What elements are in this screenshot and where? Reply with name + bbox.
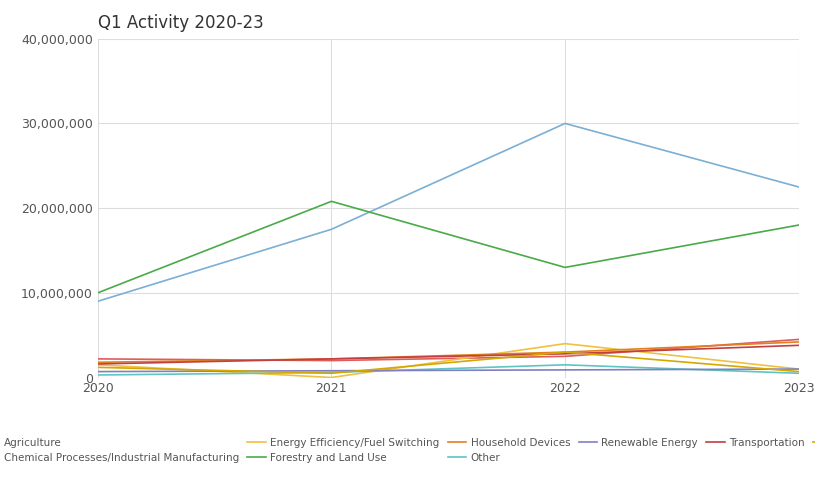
Text: Q1 Activity 2020-23: Q1 Activity 2020-23 bbox=[98, 14, 263, 31]
Chemical Processes/Industrial Manufacturing bbox=[794, 336, 804, 342]
Line: Waste Disposal: Waste Disposal bbox=[98, 352, 799, 373]
Household Devices bbox=[794, 339, 804, 345]
Waste Disposal bbox=[794, 369, 804, 375]
Forestry and Land Use bbox=[794, 222, 804, 228]
Other bbox=[93, 372, 103, 378]
Renewable Energy bbox=[794, 366, 804, 372]
Energy Efficiency/Fuel Switching bbox=[327, 375, 337, 380]
Forestry and Land Use bbox=[327, 198, 337, 204]
Transportation bbox=[327, 356, 337, 362]
Agriculture bbox=[327, 227, 337, 232]
Renewable Energy bbox=[560, 367, 570, 373]
Chemical Processes/Industrial Manufacturing bbox=[93, 356, 103, 362]
Line: Forestry and Land Use: Forestry and Land Use bbox=[98, 201, 799, 293]
Transportation bbox=[560, 351, 570, 357]
Renewable Energy bbox=[93, 369, 103, 375]
Forestry and Land Use bbox=[93, 290, 103, 296]
Waste Disposal bbox=[560, 349, 570, 355]
Legend: Agriculture, Chemical Processes/Industrial Manufacturing, Energy Efficiency/Fuel: Agriculture, Chemical Processes/Industri… bbox=[0, 434, 815, 467]
Household Devices bbox=[93, 359, 103, 365]
Chemical Processes/Industrial Manufacturing bbox=[327, 358, 337, 363]
Line: Transportation: Transportation bbox=[98, 346, 799, 364]
Household Devices bbox=[327, 356, 337, 362]
Transportation bbox=[93, 361, 103, 367]
Chemical Processes/Industrial Manufacturing bbox=[560, 353, 570, 359]
Line: Renewable Energy: Renewable Energy bbox=[98, 369, 799, 372]
Energy Efficiency/Fuel Switching bbox=[794, 366, 804, 372]
Agriculture bbox=[93, 298, 103, 304]
Household Devices bbox=[560, 349, 570, 355]
Energy Efficiency/Fuel Switching bbox=[93, 362, 103, 368]
Line: Energy Efficiency/Fuel Switching: Energy Efficiency/Fuel Switching bbox=[98, 344, 799, 378]
Renewable Energy bbox=[327, 368, 337, 374]
Forestry and Land Use bbox=[560, 264, 570, 270]
Line: Household Devices: Household Devices bbox=[98, 342, 799, 362]
Line: Chemical Processes/Industrial Manufacturing: Chemical Processes/Industrial Manufactur… bbox=[98, 339, 799, 361]
Energy Efficiency/Fuel Switching bbox=[560, 341, 570, 347]
Agriculture bbox=[794, 184, 804, 190]
Line: Agriculture: Agriculture bbox=[98, 123, 799, 301]
Line: Other: Other bbox=[98, 365, 799, 375]
Other bbox=[560, 362, 570, 368]
Transportation bbox=[794, 343, 804, 348]
Other bbox=[794, 370, 804, 376]
Waste Disposal bbox=[93, 364, 103, 370]
Waste Disposal bbox=[327, 370, 337, 376]
Agriculture bbox=[560, 121, 570, 126]
Other bbox=[327, 370, 337, 376]
